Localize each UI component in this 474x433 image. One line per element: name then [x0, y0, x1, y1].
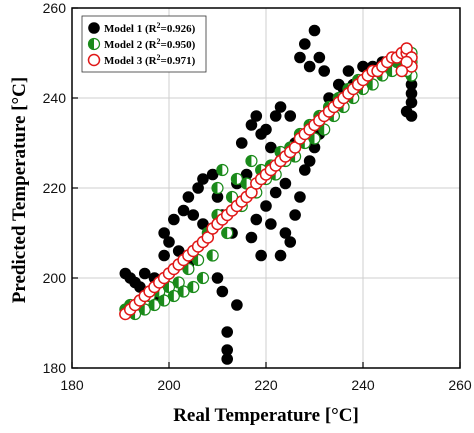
data-point	[274, 101, 287, 113]
y-tick-label: 260	[43, 0, 67, 16]
data-point	[269, 110, 282, 122]
legend-label-superscript: 2	[157, 53, 161, 62]
data-point	[192, 182, 204, 194]
y-axis-title: Predicted Temperature [°C]	[9, 77, 30, 303]
data-point	[172, 276, 185, 289]
data-point	[298, 164, 311, 176]
legend-label-tail: =0.926)	[161, 23, 196, 35]
data-point	[187, 209, 200, 221]
legend-label-tail: =0.950)	[161, 39, 196, 51]
legend-label-main: Model 3 (R	[104, 55, 158, 67]
data-point	[294, 51, 306, 64]
data-point	[221, 326, 233, 338]
data-point	[177, 285, 190, 298]
data-point	[313, 51, 326, 64]
data-point	[211, 181, 224, 195]
data-point	[289, 209, 301, 221]
data-point	[395, 64, 409, 78]
data-point	[148, 298, 161, 312]
data-point	[294, 191, 306, 203]
data-point	[182, 191, 195, 203]
data-point	[303, 155, 316, 167]
data-point	[231, 299, 243, 311]
data-point	[158, 294, 171, 307]
legend-label-superscript: 2	[157, 21, 161, 30]
data-point	[255, 249, 267, 262]
data-point	[225, 190, 239, 204]
legend-marker	[88, 22, 100, 34]
legend: Model 1 (R2=0.926)Model 2 (R2=0.950)Mode…	[81, 15, 207, 73]
data-point	[303, 60, 316, 73]
x-tick-label: 180	[60, 377, 84, 393]
legend-label: Model 2 (R2=0.950)	[104, 37, 196, 51]
data-point	[245, 154, 258, 168]
legend-box	[81, 15, 207, 73]
y-tick-label: 220	[43, 180, 67, 196]
data-point	[265, 218, 277, 230]
x-tick-label: 240	[351, 377, 375, 393]
data-point	[269, 186, 282, 199]
legend-label-tail: =0.971)	[161, 55, 196, 67]
data-point	[318, 65, 331, 77]
data-point	[279, 177, 292, 190]
series-3	[119, 42, 418, 321]
data-point	[235, 137, 248, 149]
data-point	[163, 236, 175, 248]
data-point	[284, 236, 297, 248]
data-point	[158, 227, 170, 239]
y-tick-label: 180	[43, 360, 67, 376]
data-point	[221, 353, 233, 365]
data-point	[168, 213, 180, 226]
data-point	[260, 123, 272, 136]
data-point	[245, 231, 258, 244]
data-point	[298, 38, 311, 50]
data-point	[230, 172, 243, 186]
data-point	[260, 200, 272, 212]
legend-label-main: Model 2 (R	[104, 39, 158, 51]
legend-label-superscript: 2	[157, 37, 161, 46]
data-point	[187, 280, 200, 294]
data-point	[206, 168, 219, 181]
x-tick-label: 200	[157, 377, 181, 393]
data-point	[196, 271, 210, 285]
data-point	[216, 285, 229, 298]
axis-ticks: 180 200 220 240 260 180 200 220 240 260	[43, 0, 472, 393]
data-point	[250, 110, 263, 122]
x-tick-label: 220	[254, 377, 278, 393]
legend-label-main: Model 1 (R	[104, 23, 158, 35]
data-point	[138, 267, 151, 280]
data-point	[308, 24, 321, 37]
data-point	[274, 249, 287, 262]
data-point	[197, 173, 209, 185]
legend-marker	[87, 37, 101, 51]
data-point	[211, 272, 224, 284]
data-point	[342, 65, 355, 77]
legend-label: Model 1 (R2=0.926)	[104, 21, 196, 35]
data-point	[366, 78, 379, 91]
data-point	[250, 213, 263, 226]
data-point	[158, 249, 170, 262]
data-point	[206, 249, 219, 262]
data-point	[284, 110, 297, 122]
data-point	[216, 163, 229, 177]
data-point	[245, 119, 258, 131]
data-points	[119, 24, 418, 365]
legend-marker	[87, 53, 101, 67]
x-axis-title: Real Temperature [°C]	[173, 405, 359, 426]
data-point	[265, 141, 277, 154]
data-point	[221, 226, 234, 240]
data-point	[405, 110, 418, 122]
x-tick-label: 260	[448, 377, 472, 393]
y-tick-label: 200	[43, 270, 67, 286]
legend-label: Model 3 (R2=0.971)	[104, 53, 196, 67]
y-tick-label: 240	[43, 90, 67, 106]
data-point	[177, 204, 190, 217]
data-point	[279, 227, 292, 239]
data-point	[167, 289, 180, 303]
